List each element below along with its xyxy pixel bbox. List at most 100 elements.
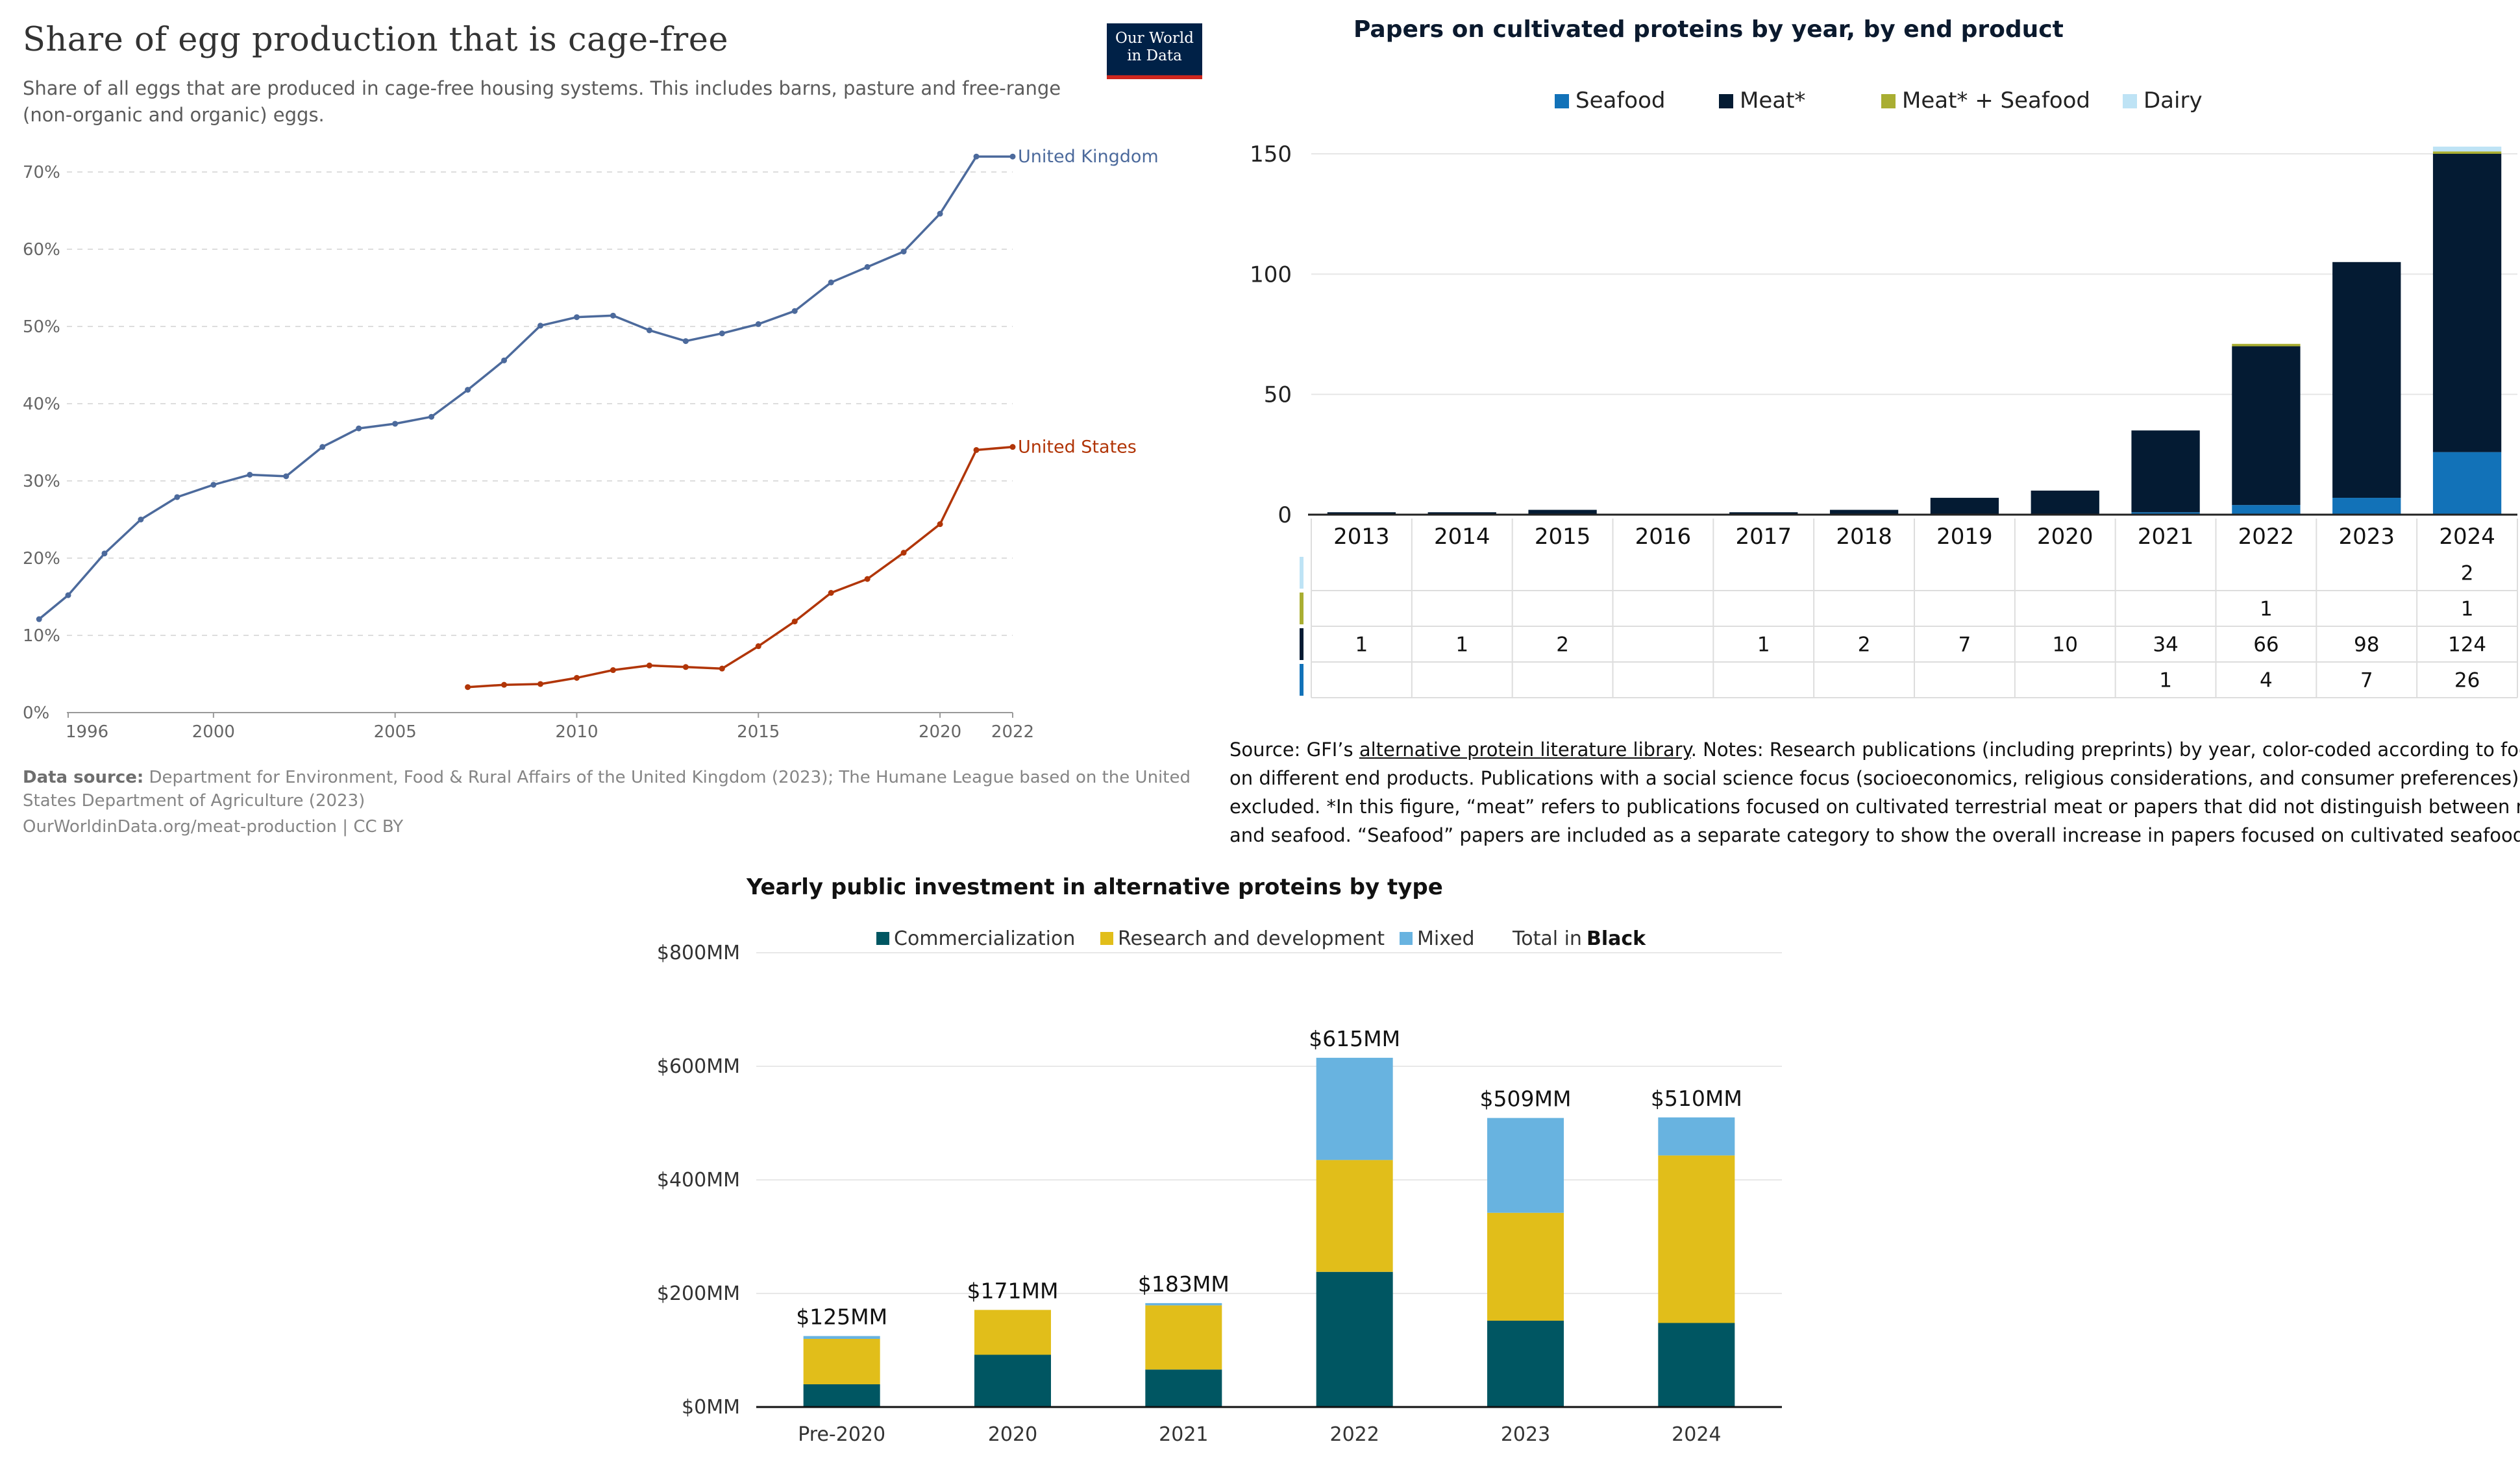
table-cell-value: 124 <box>2448 633 2486 657</box>
note-suffix: . Notes: Research publications (includin… <box>1690 739 2520 761</box>
data-point <box>937 210 943 217</box>
x-tick-label: 2020 <box>2037 524 2094 550</box>
owid-logo[interactable]: Our World in Data <box>1107 23 1202 79</box>
investment-bar-chart: Commercialization Research and developmen… <box>657 927 1782 1446</box>
bar-segment <box>1487 1212 1564 1321</box>
source-text-2: States Department of Agriculture (2023) <box>23 791 365 811</box>
data-point <box>392 421 399 427</box>
data-point <box>900 249 907 255</box>
table-cell-value: 1 <box>2159 669 2172 692</box>
bar-segment <box>2432 146 2502 152</box>
table-cell-value: 2 <box>1556 633 1569 657</box>
data-point <box>755 643 761 650</box>
data-point <box>719 665 725 672</box>
y-tick-label: 30% <box>23 472 60 491</box>
data-point <box>138 517 144 522</box>
egg-chart-panel: Share of egg production that is cage-fre… <box>0 0 1207 857</box>
bar-total-label: $183MM <box>1138 1271 1229 1297</box>
data-point <box>828 590 834 596</box>
table-cell-value: 1 <box>1355 633 1368 657</box>
table-row-swatch <box>1300 628 1303 660</box>
legend-swatch <box>876 932 889 945</box>
data-point <box>65 592 71 598</box>
data-point <box>973 447 980 453</box>
bar-segment <box>1145 1369 1222 1407</box>
data-point <box>646 662 652 668</box>
data-point <box>537 323 543 329</box>
x-tick-label: 2023 <box>1501 1423 1550 1446</box>
table-cell-value: 7 <box>2360 669 2373 692</box>
y-tick-label: 100 <box>1250 262 1292 288</box>
bar-segment <box>2432 154 2502 452</box>
x-tick-label: 2021 <box>1159 1423 1208 1446</box>
x-tick-label: 2022 <box>2238 524 2295 550</box>
data-point <box>174 494 180 500</box>
x-tick-label: 2024 <box>2439 524 2495 550</box>
data-point <box>247 471 253 478</box>
data-point <box>36 616 42 622</box>
bar-segment <box>974 1310 1051 1355</box>
x-tick-label: 2000 <box>192 722 235 742</box>
y-tick-label: 50 <box>1264 382 1292 408</box>
y-tick-label: 0 <box>1278 502 1292 528</box>
y-tick-label: 50% <box>23 317 60 337</box>
table-row-swatch <box>1300 557 1303 589</box>
data-point <box>573 674 580 681</box>
note-line-4: and seafood. “Seafood” papers are includ… <box>1229 824 2520 846</box>
x-tick-label: 2016 <box>1635 524 1692 550</box>
bar-segment <box>2031 490 2099 515</box>
legend-label: Dairy <box>2143 88 2203 114</box>
data-point <box>646 327 652 334</box>
legend-total-prefix: Total in <box>1512 927 1582 950</box>
bar-segment <box>2332 498 2401 515</box>
papers-bar-chart: Seafood Meat* Meat* + Seafood Dairy 0 50 100 15… <box>1250 88 2518 698</box>
chart-footer[interactable]: OurWorldinData.org/meat-production | CC … <box>23 817 404 837</box>
data-point <box>319 444 326 450</box>
y-tick-label: $600MM <box>657 1055 740 1078</box>
literature-library-link[interactable]: alternative protein literature library <box>1359 739 1691 761</box>
bar-total-label: $171MM <box>967 1278 1059 1303</box>
data-point <box>1009 153 1016 160</box>
bar-total-label: $125MM <box>796 1304 887 1330</box>
table-cell-value: 1 <box>2461 598 2474 621</box>
y-tick-label: $200MM <box>657 1282 740 1305</box>
x-tick-label: 2019 <box>1936 524 1993 550</box>
x-tick-label: 2013 <box>1333 524 1390 550</box>
data-point <box>864 263 871 270</box>
bar-segment <box>1145 1305 1222 1370</box>
data-point <box>501 357 508 363</box>
y-tick-label: 70% <box>23 163 60 182</box>
bar-segment <box>1316 1160 1393 1272</box>
data-point <box>791 618 798 625</box>
x-tick-label: 2015 <box>737 722 780 742</box>
bar-segment <box>2131 512 2200 515</box>
bar-segment <box>1528 509 1597 515</box>
x-tick-label: 2010 <box>555 722 598 742</box>
table-row-swatch <box>1300 664 1303 696</box>
data-point <box>755 321 761 327</box>
data-point <box>864 576 871 582</box>
x-tick-label: 2022 <box>1329 1423 1379 1446</box>
table-cell-value: 66 <box>2253 633 2279 657</box>
bar-segment <box>1487 1321 1564 1407</box>
data-point <box>210 482 217 488</box>
series-label: United Kingdom <box>1018 147 1159 167</box>
bar-segment <box>2232 346 2301 506</box>
y-tick-label: $800MM <box>657 942 740 964</box>
papers-title: Papers on cultivated proteins by year, b… <box>1353 16 2064 43</box>
table-cell-value: 98 <box>2354 633 2379 657</box>
data-point <box>465 684 471 691</box>
bar-segment <box>803 1339 880 1384</box>
bar-segment <box>1145 1303 1222 1306</box>
table-cell-value: 2 <box>1858 633 1871 657</box>
x-tick-label: 2024 <box>1672 1423 1721 1446</box>
legend-swatch <box>1400 932 1413 945</box>
table-row-swatch <box>1300 593 1303 624</box>
investment-chart-panel: Yearly public investment in alternative … <box>0 857 2520 1481</box>
legend-swatch <box>2123 94 2137 108</box>
bar-segment <box>2232 343 2301 347</box>
y-tick-label: 150 <box>1250 141 1292 167</box>
table-cell-value: 26 <box>2454 669 2480 692</box>
note-line-3: excluded. *In this figure, “meat” refers… <box>1229 796 2520 818</box>
data-point <box>791 308 798 314</box>
